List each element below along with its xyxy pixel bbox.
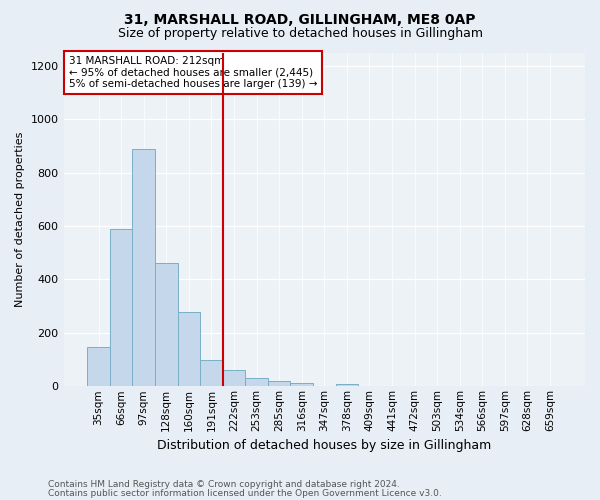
Text: 31 MARSHALL ROAD: 212sqm
← 95% of detached houses are smaller (2,445)
5% of semi: 31 MARSHALL ROAD: 212sqm ← 95% of detach… bbox=[69, 56, 317, 89]
Bar bbox=[133, 148, 155, 386]
Bar bbox=[110, 228, 133, 386]
Y-axis label: Number of detached properties: Number of detached properties bbox=[15, 132, 25, 307]
Text: Contains HM Land Registry data © Crown copyright and database right 2024.: Contains HM Land Registry data © Crown c… bbox=[48, 480, 400, 489]
Text: Size of property relative to detached houses in Gillingham: Size of property relative to detached ho… bbox=[118, 28, 482, 40]
Bar bbox=[245, 378, 268, 386]
Bar bbox=[155, 264, 178, 386]
X-axis label: Distribution of detached houses by size in Gillingham: Distribution of detached houses by size … bbox=[157, 440, 491, 452]
Bar bbox=[223, 370, 245, 386]
Bar bbox=[290, 383, 313, 386]
Bar bbox=[178, 312, 200, 386]
Bar bbox=[87, 346, 110, 387]
Text: 31, MARSHALL ROAD, GILLINGHAM, ME8 0AP: 31, MARSHALL ROAD, GILLINGHAM, ME8 0AP bbox=[124, 12, 476, 26]
Text: Contains public sector information licensed under the Open Government Licence v3: Contains public sector information licen… bbox=[48, 488, 442, 498]
Bar bbox=[200, 360, 223, 386]
Bar bbox=[268, 381, 290, 386]
Bar bbox=[335, 384, 358, 386]
